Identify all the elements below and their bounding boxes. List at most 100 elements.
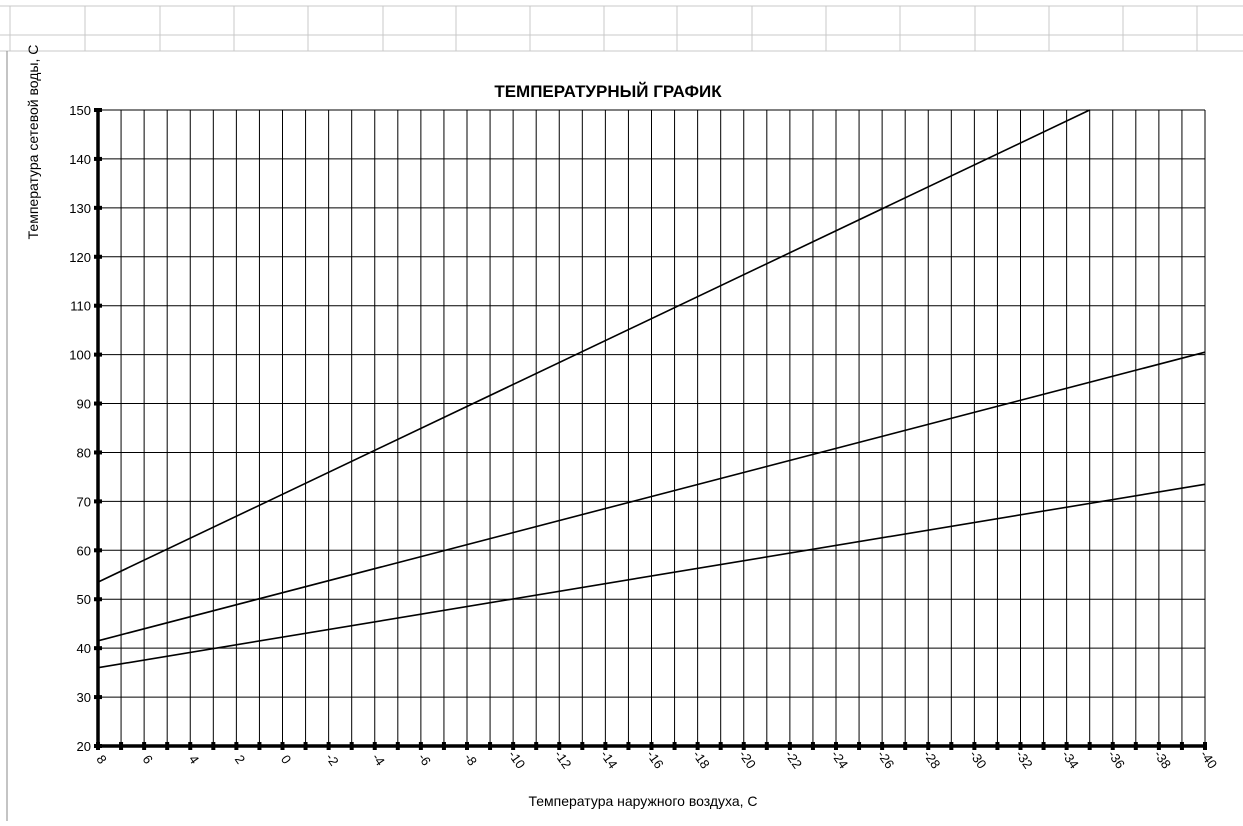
axes [94,108,1207,750]
x-tick-label: -30 [967,747,990,771]
y-tick-label: 150 [69,103,91,118]
x-tick-label: -24 [828,747,851,771]
y-tick-label: 100 [69,348,91,363]
y-tick-label: 20 [77,739,91,754]
x-tick-mark [511,742,516,750]
x-tick-label: -32 [1013,747,1036,771]
x-tick-mark [649,742,654,750]
y-tick-label: 40 [77,641,91,656]
x-tick-label: -34 [1059,747,1082,771]
x-tick-label: -14 [598,747,621,771]
x-tick-mark [626,742,631,750]
x-tick-mark [142,742,147,750]
series-line-1 [97,109,1091,583]
x-tick-mark [834,742,838,750]
x-tick-mark [1041,742,1046,750]
x-tick-mark [603,742,608,750]
y-tick-label: 90 [77,397,91,412]
y-tick-mark [94,352,102,357]
y-tick-mark [94,108,102,112]
x-tick-label: -20 [736,747,759,771]
x-tick-mark [718,742,723,750]
x-tick-mark [188,742,193,750]
x-tick-label: -10 [505,747,528,771]
x-tick-label: -2 [323,750,342,768]
y-tick-label: 140 [69,152,91,167]
x-tick-label: 8 [93,752,109,767]
chart-title: ТЕМПЕРАТУРНЫЙ ГРАФИК [494,82,722,101]
x-tick-mark [1110,742,1115,750]
x-tick-mark [418,742,423,750]
y-tick-label: 50 [77,592,91,607]
x-tick-label: 4 [186,752,202,767]
series-line-3 [97,483,1206,669]
y-tick-label: 110 [70,299,91,314]
x-tick-label: -6 [415,750,434,768]
x-tick-mark [1133,742,1138,750]
x-tick-mark [764,742,769,750]
x-tick-mark [949,742,954,750]
x-tick-label: -40 [1197,747,1220,771]
y-tick-label: 120 [69,250,91,265]
x-tick-label: 0 [278,752,294,767]
y-tick-label: 70 [77,494,91,509]
y-tick-mark [94,744,102,748]
x-tick-mark [372,742,377,750]
series-line-2 [97,351,1206,642]
y-tick-mark [94,597,102,602]
x-tick-mark [326,742,331,750]
x-tick-mark [810,742,815,750]
y-tick-mark [94,156,102,161]
y-tick-mark [94,303,102,308]
x-tick-mark [1064,742,1069,750]
x-tick-mark [557,742,562,750]
y-tick-label: 80 [77,445,91,460]
x-tick-label: -36 [1105,747,1128,771]
x-tick-label: -28 [920,747,943,771]
x-tick-mark [441,742,446,750]
x-tick-mark [972,742,977,750]
x-tick-mark [695,742,700,750]
x-tick-label: 6 [140,752,156,767]
y-tick-mark [94,401,102,406]
series-layer [97,109,1206,669]
x-tick-mark [165,742,170,750]
x-tick-mark [119,742,124,750]
x-tick-mark [534,742,539,750]
x-tick-mark [741,742,746,750]
x-tick-mark [349,742,354,750]
y-tick-mark [94,695,102,700]
x-tick-mark [1087,742,1092,750]
x-tick-mark [672,742,677,750]
spreadsheet-background [0,5,1243,821]
y-tick-label: 30 [77,690,91,705]
x-tick-mark [880,742,885,750]
x-tick-mark [580,742,585,750]
x-tick-mark [903,742,908,750]
grid [97,109,1206,747]
x-tick-label: -38 [1151,747,1174,771]
x-tick-mark [857,742,862,750]
x-tick-mark [465,742,469,750]
x-tick-mark [234,742,239,750]
x-axis-title: Температура наружного воздуха, С [528,793,757,809]
y-tick-label: 130 [69,201,91,216]
x-tick-mark [926,742,931,750]
x-tick-mark [787,742,792,750]
x-tick-mark [1156,742,1161,750]
x-tick-mark [395,742,400,750]
x-tick-label: -12 [551,747,574,771]
x-tick-mark [488,742,493,750]
y-tick-mark [94,646,102,651]
x-tick-mark [211,742,216,750]
x-tick-mark [995,742,1000,750]
x-tick-mark [280,742,285,750]
x-tick-mark [1203,742,1207,750]
x-tick-label: -22 [782,747,805,771]
x-tick-mark [1018,742,1023,750]
y-axis-title: Температура сетевой воды, С [25,45,41,240]
x-tick-label: -18 [690,747,713,771]
